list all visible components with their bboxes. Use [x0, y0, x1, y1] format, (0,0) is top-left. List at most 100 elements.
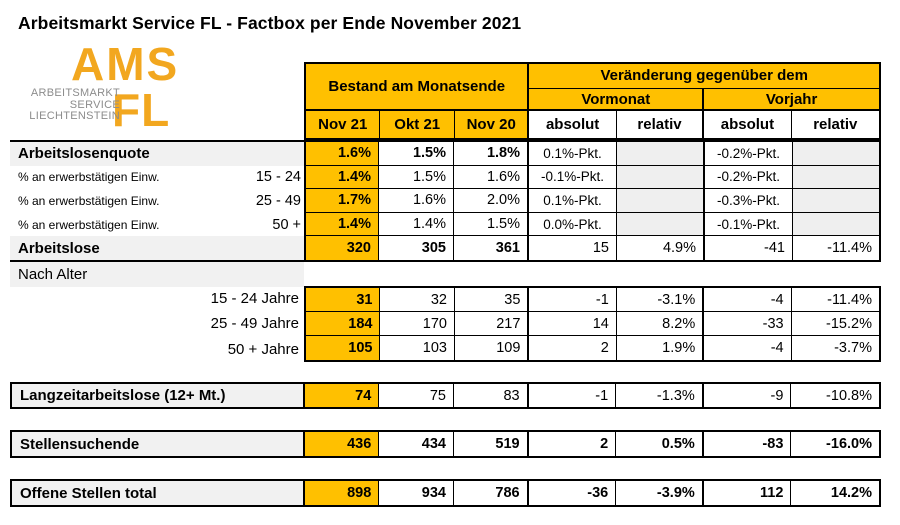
- cell: 103: [380, 336, 455, 360]
- column-header: absolut: [704, 111, 792, 138]
- cell: -1.3%: [616, 384, 704, 407]
- column-header: relativ: [617, 111, 705, 138]
- cell: -3.9%: [616, 481, 704, 505]
- column-header: absolut: [529, 111, 617, 138]
- cell: -1: [529, 384, 617, 407]
- cell: [793, 189, 881, 213]
- cell: 1.9%: [617, 336, 705, 360]
- header-veraenderung: Veränderung gegenüber dem: [529, 64, 879, 89]
- cell: -11.4%: [791, 288, 879, 312]
- cell: 0.0%-Pkt.: [529, 212, 617, 237]
- cell: 1.6%: [304, 142, 379, 166]
- cell: 112: [704, 481, 792, 505]
- table-header: Bestand am Monatsende Veränderung gegenü…: [304, 62, 881, 140]
- cell: [617, 212, 705, 237]
- cell: 1.5%: [379, 165, 454, 190]
- cell: 74: [304, 384, 380, 407]
- cell: -15.2%: [791, 312, 879, 336]
- cell: -16.0%: [826, 436, 872, 452]
- column-header: Nov 20: [454, 111, 530, 138]
- cell: -11.4%: [793, 236, 881, 260]
- cell: 105: [306, 336, 381, 360]
- row-langzeitarbeitslose: Langzeitarbeitslose (12+ Mt.) 74 75 83 -…: [10, 382, 881, 409]
- cell: [617, 165, 705, 190]
- cell: 32: [380, 288, 455, 312]
- logo-line: LIECHTENSTEIN: [29, 110, 120, 122]
- cell: 898: [304, 481, 380, 505]
- row-stellensuchende: Stellensuchende 436 434 519 2 0.5% -83 -…: [10, 430, 881, 458]
- cell: 1.7%: [304, 189, 379, 213]
- header-vorjahr: Vorjahr: [704, 88, 879, 112]
- cell: 320: [304, 236, 379, 260]
- cell: -83: [704, 432, 792, 456]
- row-label: Stellensuchende: [12, 432, 305, 456]
- cell: 305: [379, 236, 454, 260]
- row-label: % an erwerbstätigen Einw. 15 - 24: [18, 169, 301, 186]
- cell: 75: [379, 384, 454, 407]
- cell: 361: [454, 236, 529, 260]
- logo-line: ARBEITSMARKT: [30, 87, 120, 99]
- page-title: Arbeitsmarkt Service FL - Factbox per En…: [18, 13, 522, 33]
- cell: 1.4%: [304, 165, 379, 190]
- cell: -9: [704, 384, 792, 407]
- header-bestand: Bestand am Monatsende: [306, 64, 530, 112]
- cell: 109: [455, 336, 530, 360]
- cell: 2.0%: [454, 189, 529, 213]
- ams-logo-text: AMS: [71, 38, 180, 90]
- cell: 2: [529, 336, 617, 360]
- age-values-block: 31 32 35 -1 -3.1% -4 -11.4% 184 170 217 …: [304, 286, 881, 362]
- cell: -0.2%-Pkt.: [705, 142, 793, 166]
- ams-logo-fl-text: FL: [112, 84, 171, 136]
- cell: 184: [306, 312, 381, 336]
- cell: 170: [380, 312, 455, 336]
- cell: 1.5%: [379, 142, 454, 166]
- row-offene-stellen: Offene Stellen total 898 934 786 -36 -3.…: [10, 479, 881, 507]
- ams-logo-subtitle: ARBEITSMARKT SERVICE LIECHTENSTEIN: [16, 87, 120, 123]
- cell: 1.5%: [454, 212, 529, 237]
- cell: [617, 142, 705, 166]
- logo-line: SERVICE: [69, 98, 120, 111]
- cell: -0.2%-Pkt.: [705, 165, 793, 190]
- row-label: 25 - 49 Jahre: [210, 315, 299, 333]
- cell: 1.6%: [454, 165, 529, 190]
- row-label: Arbeitslosenquote: [10, 142, 304, 166]
- cell: -10.8%: [826, 387, 872, 404]
- cell: 786: [454, 481, 529, 505]
- cell: 83: [454, 384, 529, 407]
- cell: [793, 212, 881, 237]
- cell: -33: [704, 312, 792, 336]
- cell: 14.2%: [830, 485, 872, 501]
- cell: 217: [454, 312, 530, 336]
- cell: -0.1%-Pkt.: [529, 165, 617, 190]
- cell: [793, 165, 881, 190]
- cell: 934: [379, 481, 454, 505]
- cell: 436: [304, 432, 380, 456]
- cell: -0.1%-Pkt.: [705, 212, 793, 237]
- cell: 1.6%: [379, 189, 454, 213]
- cell: 434: [379, 432, 454, 456]
- column-header: Nov 21: [306, 111, 381, 138]
- cell: 15: [529, 236, 617, 260]
- cell: [793, 142, 881, 166]
- header-vormonat: Vormonat: [529, 88, 705, 112]
- cell: -3.1%: [616, 288, 705, 312]
- row-label: % an erwerbstätigen Einw. 50 +: [18, 216, 301, 233]
- row-label: Arbeitslose: [10, 236, 304, 260]
- cell: 14: [529, 312, 617, 336]
- cell: 0.1%-Pkt.: [529, 189, 617, 213]
- row-label: 15 - 24 Jahre: [210, 290, 299, 308]
- cell: 0.5%: [616, 432, 704, 456]
- column-header: relativ: [813, 116, 858, 134]
- cell: [617, 189, 705, 213]
- row-label: 50 + Jahre: [227, 340, 299, 358]
- age-row-labels: 15 - 24 Jahre 25 - 49 Jahre 50 + Jahre: [10, 286, 304, 362]
- cell: 1.8%: [454, 142, 529, 166]
- cell: 8.2%: [616, 312, 705, 336]
- row-label: Offene Stellen total: [12, 481, 305, 505]
- cell: 2: [529, 432, 617, 456]
- cell: 31: [306, 288, 381, 312]
- cell: 35: [454, 288, 530, 312]
- cell: 4.9%: [617, 236, 705, 260]
- row-label: Langzeitarbeitslose (12+ Mt.): [12, 384, 305, 407]
